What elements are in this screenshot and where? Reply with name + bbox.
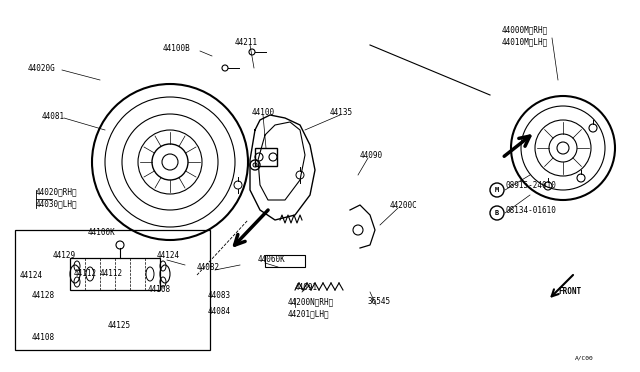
Text: 44100: 44100 xyxy=(252,108,275,116)
Text: 44200C: 44200C xyxy=(390,201,418,209)
Text: 44083: 44083 xyxy=(208,291,231,299)
Text: 44091: 44091 xyxy=(295,283,318,292)
Bar xyxy=(70,258,160,290)
Text: 44135: 44135 xyxy=(330,108,353,116)
Text: 44108: 44108 xyxy=(148,285,171,295)
Text: 44100B: 44100B xyxy=(163,44,191,52)
Text: 44108: 44108 xyxy=(32,334,55,343)
Bar xyxy=(265,255,305,267)
Text: 44020〈RH〉: 44020〈RH〉 xyxy=(36,187,77,196)
Text: 44125: 44125 xyxy=(108,321,131,330)
Text: 44128: 44128 xyxy=(32,291,55,299)
Bar xyxy=(255,148,277,166)
Text: 44200N〈RH〉: 44200N〈RH〉 xyxy=(288,298,334,307)
Text: 36545: 36545 xyxy=(368,298,391,307)
Text: 44129: 44129 xyxy=(53,250,76,260)
Text: M: M xyxy=(495,187,499,193)
Text: 44124: 44124 xyxy=(20,272,43,280)
Text: 44000M〈RH〉: 44000M〈RH〉 xyxy=(502,26,548,35)
Text: 44124: 44124 xyxy=(157,250,180,260)
Bar xyxy=(15,230,210,350)
Text: 44082: 44082 xyxy=(197,263,220,273)
Text: 44010M〈LH〉: 44010M〈LH〉 xyxy=(502,38,548,46)
Text: 44081: 44081 xyxy=(42,112,65,121)
Text: 44090: 44090 xyxy=(360,151,383,160)
Text: 44112: 44112 xyxy=(100,269,123,279)
Text: 44084: 44084 xyxy=(208,308,231,317)
Text: 44030〈LH〉: 44030〈LH〉 xyxy=(36,199,77,208)
Text: 08915-24010: 08915-24010 xyxy=(506,180,557,189)
Text: A/C00: A/C00 xyxy=(575,356,594,360)
Text: 44060K: 44060K xyxy=(258,256,285,264)
Text: 44211: 44211 xyxy=(235,38,258,46)
Text: B: B xyxy=(495,210,499,216)
Text: 44201〈LH〉: 44201〈LH〉 xyxy=(288,310,330,318)
Text: 44100K: 44100K xyxy=(88,228,116,237)
Text: 08134-01610: 08134-01610 xyxy=(506,205,557,215)
Text: 44020G: 44020G xyxy=(28,64,56,73)
Text: FRONT: FRONT xyxy=(558,288,581,296)
Text: 44112: 44112 xyxy=(74,269,97,279)
